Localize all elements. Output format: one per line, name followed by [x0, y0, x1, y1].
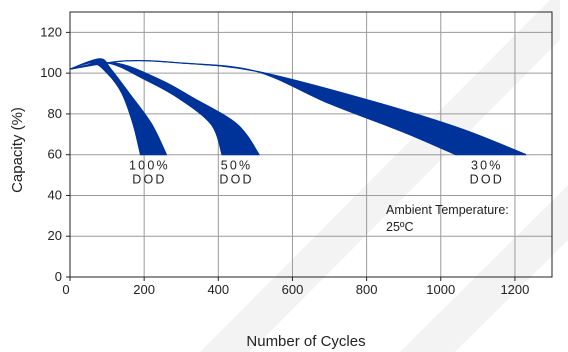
- y-tick-label: 60: [48, 147, 62, 162]
- x-tick-label: 1000: [426, 282, 455, 297]
- capacity-curve-upper-1: [69, 58, 167, 155]
- y-tick-label: 120: [40, 24, 62, 39]
- band-label-3-line-2: DOD: [470, 173, 504, 187]
- band-label-1-line-2: DOD: [132, 173, 166, 187]
- x-tick-label: 0: [62, 282, 69, 297]
- y-tick-label: 40: [48, 187, 62, 202]
- plot-frame: [69, 11, 553, 278]
- x-tick-label: 800: [356, 282, 378, 297]
- y-tick-label: 80: [48, 106, 62, 121]
- annotation-ambient-temperature: Ambient Temperature:: [386, 203, 509, 217]
- annotation-temperature-value: 25ºC: [386, 220, 414, 234]
- x-tick-label: 1200: [500, 282, 529, 297]
- band-label-3-line-1: 30%: [471, 159, 503, 173]
- watermark: [200, 0, 568, 352]
- y-axis-title: Capacity (%): [9, 107, 26, 193]
- y-tick-label: 100: [40, 65, 62, 80]
- band-label-2-line-2: DOD: [219, 173, 253, 187]
- x-axis-ticks: 0 200 400 600 800 1000 1200: [62, 277, 529, 297]
- y-tick-label: 20: [48, 228, 62, 243]
- y-tick-label: 0: [55, 269, 62, 284]
- x-tick-label: 600: [282, 282, 304, 297]
- capacity-bands: [69, 58, 527, 156]
- capacity-curve-upper-3: [69, 59, 527, 156]
- band-label-2-line-1: 50%: [221, 159, 253, 173]
- x-axis-title: Number of Cycles: [246, 333, 365, 350]
- band-label-1-line-1: 100%: [129, 159, 170, 173]
- y-axis-ticks: 0 20 40 60 80 100 120: [40, 24, 70, 284]
- x-tick-label: 200: [133, 282, 155, 297]
- x-tick-label: 400: [207, 282, 229, 297]
